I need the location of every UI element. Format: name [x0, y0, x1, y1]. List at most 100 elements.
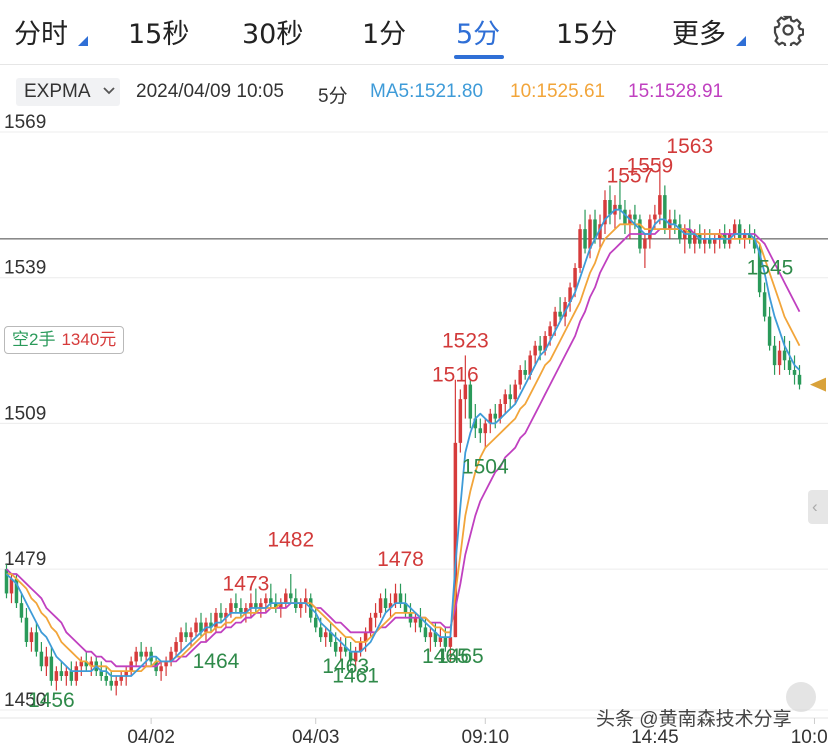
candle-body	[688, 229, 692, 244]
candle-body	[463, 384, 468, 400]
candle-body	[179, 632, 183, 642]
indicator-info-bar: EXPMA 2024/04/09 10:05 5分 MA5:1521.80 10…	[0, 78, 828, 108]
candle-body	[438, 637, 443, 642]
candle-body	[134, 651, 138, 662]
candle-body	[398, 593, 403, 604]
candle-body	[558, 311, 562, 317]
price-tag[interactable]: 空2手 1340元	[4, 326, 125, 354]
tab-1min[interactable]: 1分	[362, 19, 407, 50]
indicator-select-label: EXPMA	[24, 81, 91, 102]
candle-body	[74, 666, 79, 681]
price-annotation: 1545	[747, 257, 794, 280]
candle-body	[84, 661, 89, 667]
tab-30s[interactable]: 30秒	[242, 19, 304, 50]
ma10-line	[6, 223, 801, 672]
datetime-readout: 2024/04/09 10:05	[136, 81, 284, 102]
candle-body	[678, 224, 682, 239]
candle-body	[528, 355, 532, 375]
candle-body	[453, 442, 458, 638]
price-tag-value: 1340元	[61, 330, 117, 349]
edge-collapse-handle[interactable]: ‹	[808, 490, 828, 524]
candle-body	[24, 617, 29, 642]
x-tick-label: 04/02	[127, 727, 175, 744]
candle-body	[383, 598, 388, 608]
price-annotation: 1463	[322, 655, 369, 678]
y-tick-label: 1479	[4, 549, 46, 570]
candle-body	[144, 651, 148, 657]
candle-body	[274, 603, 278, 608]
candle-body	[39, 651, 44, 667]
candle-body	[563, 302, 567, 317]
candle-body	[59, 671, 64, 676]
candle-body	[523, 370, 527, 375]
period-readout: 5分	[318, 86, 348, 107]
gear-icon[interactable]	[772, 14, 804, 46]
candle-body	[353, 651, 358, 662]
candle-body	[239, 608, 243, 613]
ma15-line	[5, 228, 801, 668]
candle-body	[209, 622, 213, 628]
ma5-line	[5, 208, 801, 677]
tab-fenshi[interactable]: 分时	[14, 19, 68, 50]
candle-body	[34, 632, 39, 652]
candle-body	[159, 666, 163, 672]
candle-body	[289, 593, 293, 599]
candle-body	[538, 345, 542, 351]
candle-body	[792, 370, 797, 375]
tab-15s[interactable]: 15秒	[128, 19, 190, 50]
candle-body	[254, 603, 258, 608]
ma10-readout: 10:1525.61	[510, 81, 606, 102]
ma15-readout: 15:1528.91	[628, 81, 724, 102]
candle-body	[742, 234, 747, 239]
candle-body	[164, 661, 168, 667]
tab-5min[interactable]: 5分	[456, 19, 501, 50]
candle-body	[348, 651, 353, 662]
candle-body	[458, 399, 463, 443]
kline-chart[interactable]: 1569 1539 1509 1479 1450 04/02 04/03 09:10 14:45…	[0, 112, 828, 748]
candle-body	[583, 229, 587, 249]
candle-body	[114, 680, 118, 686]
price-annotation: 1523	[442, 329, 489, 352]
tab-15min[interactable]: 15分	[556, 19, 618, 50]
candle-body	[184, 632, 188, 638]
candle-body	[373, 612, 378, 618]
tabs-divider	[0, 64, 828, 65]
candle-body	[503, 394, 507, 404]
candle-body	[797, 374, 802, 385]
price-annotation: 1464	[193, 650, 240, 673]
candle-body	[323, 632, 328, 638]
candle-body	[229, 603, 233, 613]
candle-body	[318, 627, 323, 638]
candle-body	[777, 350, 782, 366]
candle-body	[782, 350, 787, 361]
tab-more[interactable]: 更多	[672, 19, 726, 50]
candle-body	[752, 238, 757, 249]
candle-body	[553, 311, 557, 327]
candle-body	[568, 287, 572, 302]
y-tick-label: 1509	[4, 403, 46, 424]
dropdown-triangle-icon	[736, 36, 746, 46]
candle-body	[378, 598, 383, 613]
candle-body	[737, 224, 742, 239]
indicator-select[interactable]: EXPMA	[16, 78, 120, 106]
price-annotation: 1504	[462, 456, 509, 479]
candle-body	[533, 345, 537, 356]
candle-body	[717, 234, 722, 239]
candle-body	[508, 394, 512, 400]
candle-body	[747, 234, 752, 239]
x-tick-label: 09:10	[462, 727, 510, 744]
candle-body	[219, 612, 223, 618]
candle-body	[214, 612, 218, 628]
candle-body	[338, 646, 343, 652]
candle-body	[194, 622, 198, 633]
candle-body	[259, 603, 263, 608]
candle-body	[169, 651, 173, 662]
current-price-marker	[810, 377, 826, 392]
candle-body	[573, 268, 577, 288]
candle-body	[313, 617, 318, 628]
candle-body	[139, 651, 143, 657]
price-annotation: 1465	[422, 645, 469, 668]
candle-body	[707, 238, 712, 244]
x-tick-label: 10:05	[791, 727, 828, 744]
candle-body	[49, 656, 54, 681]
